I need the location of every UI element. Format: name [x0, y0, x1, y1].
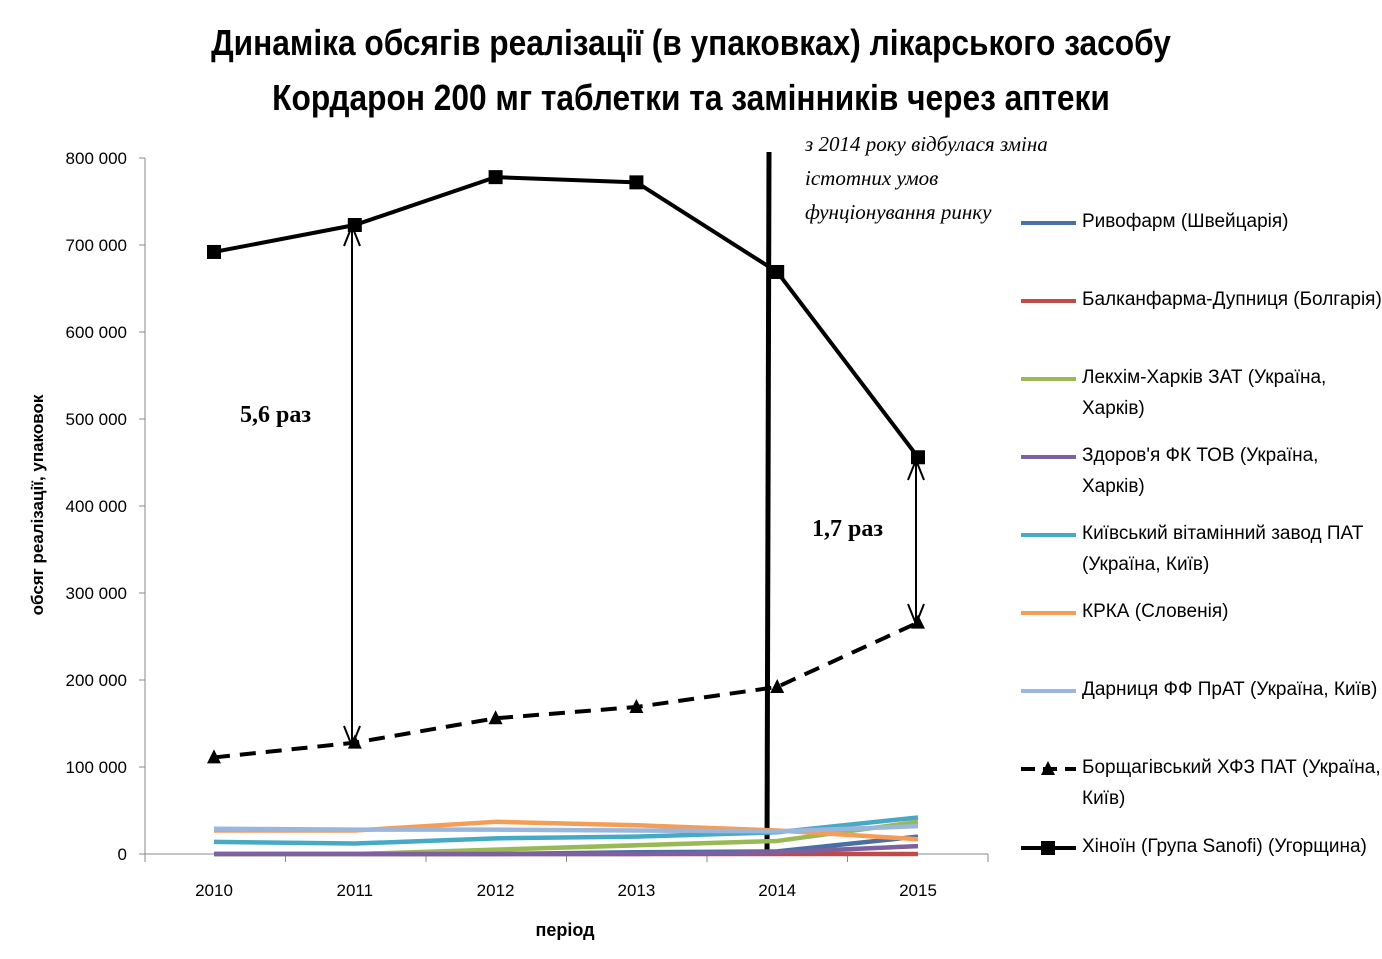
y-tick-label: 500 000	[66, 410, 127, 429]
legend-item: Хіноїн (Група Sanofi) (Угорщина)	[1082, 836, 1367, 857]
series-line-7	[213, 620, 919, 760]
legend-item: Балканфарма-Дупниця (Болгарія)	[1082, 289, 1382, 310]
chart-title-line2: Кордарон 200 мг таблетки та замінників ч…	[272, 77, 1110, 118]
x-tick-label: 2010	[195, 881, 233, 900]
data-point	[770, 678, 785, 693]
data-point	[207, 749, 221, 764]
legend-item: КРКА (Словенія)	[1082, 601, 1229, 622]
y-tick-label: 400 000	[66, 497, 127, 516]
chart-title-line1: Динаміка обсягів реалізації (в упаковках…	[211, 22, 1171, 63]
x-tick-label: 2014	[758, 881, 796, 900]
y-tick-label: 800 000	[66, 149, 127, 168]
data-point	[629, 175, 644, 190]
series-line-6	[213, 823, 919, 834]
annotation-note: з 2014 року відбулася зміна	[804, 132, 1048, 156]
ratio-arrow-2011-head-top	[343, 223, 361, 247]
x-tick-label: 2011	[337, 881, 374, 900]
data-point	[629, 698, 644, 713]
x-tick-label: 2013	[617, 881, 655, 900]
legend-item: Борщагівський ХФЗ ПАТ (Україна, Київ)	[1082, 757, 1381, 809]
y-tick-label: 700 000	[66, 236, 127, 255]
data-point	[911, 450, 925, 465]
series-line-8	[213, 175, 920, 459]
data-point	[488, 170, 503, 185]
y-tick-label: 300 000	[66, 584, 127, 603]
y-tick-label: 0	[118, 845, 127, 864]
legend-marker	[1041, 841, 1055, 855]
ratio-arrow-2015-head-bottom	[907, 603, 925, 627]
ratio-label-2011: 5,6 раз	[240, 402, 311, 428]
x-tick-label: 2015	[899, 881, 937, 900]
ratio-arrow-2011-head-bottom	[343, 725, 361, 749]
x-axis-label: період	[535, 920, 595, 940]
y-tick-label: 100 000	[66, 758, 127, 777]
ratio-arrow-2015-head-top	[907, 457, 925, 481]
legend-marker	[1041, 761, 1055, 775]
legend-item: Дарниця ФФ ПрАТ (Україна, Київ)	[1082, 679, 1378, 700]
data-point	[207, 244, 221, 259]
ratio-label-2015: 1,7 раз	[812, 516, 883, 542]
legend-item: Здоров'я ФК ТОВ (Україна, Харків)	[1082, 445, 1319, 497]
legend-item: Ривофарм (Швейцарія)	[1082, 211, 1289, 232]
y-axis-label: обсяг реалізації, упаковок	[28, 394, 47, 615]
legend-item: Київський вітамінний завод ПАТ (Україна,…	[1082, 523, 1364, 575]
annotation-note: істотних умов	[805, 166, 938, 190]
x-tick-label: 2012	[477, 881, 515, 900]
y-tick-label: 200 000	[66, 671, 127, 690]
y-tick-label: 600 000	[66, 323, 127, 342]
event-line-2014	[764, 151, 772, 855]
series-line-3	[214, 843, 919, 857]
data-point	[488, 710, 503, 725]
annotation-note: фунціонування ринку	[805, 200, 992, 224]
legend-item: Лекхім-Харків ЗАТ (Україна, Харків)	[1082, 367, 1327, 419]
data-point	[770, 264, 785, 279]
